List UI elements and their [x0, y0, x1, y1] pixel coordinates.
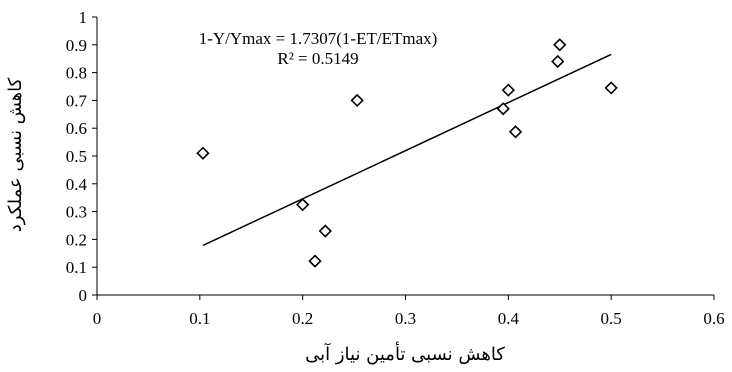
data-point [318, 224, 332, 238]
x-tick-label: 0.1 [189, 309, 210, 328]
x-axis-label: کاهش نسبی تأمین نیاز آبی [305, 341, 505, 365]
data-point [551, 54, 565, 69]
data-points [196, 38, 618, 268]
y-tick-label: 0.8 [66, 64, 87, 83]
y-tick-label: 1 [79, 8, 88, 27]
data-point [496, 102, 510, 116]
y-tick-label: 0.7 [66, 91, 88, 110]
data-point [508, 125, 523, 139]
trendline [202, 53, 612, 247]
x-tick-label: 0.3 [395, 309, 416, 328]
data-point [553, 38, 567, 52]
data-point [350, 93, 364, 108]
x-tick-label: 0 [93, 309, 102, 328]
y-axis-label: کاهش نسبی عملکرد [5, 77, 26, 232]
y-tick-label: 0.1 [66, 258, 87, 277]
plot-area: 0 0.1 0.2 0.3 0.4 0.5 0.6 00.10.20.30.40.50.60… [66, 8, 725, 328]
x-tick-label: 0.4 [498, 309, 520, 328]
y-tick-label: 0.3 [66, 203, 87, 222]
y-tick-label: 0.9 [66, 36, 87, 55]
data-point [604, 81, 618, 95]
y-axis-ticks: 0 0.1 0.2 0.3 0.4 0.5 0.6 0.7 0.8 0.9 1 [66, 8, 97, 305]
r-squared-annotation: R² = 0.5149 [277, 49, 358, 68]
y-tick-label: 0.2 [66, 230, 87, 249]
y-tick-label: 0.6 [66, 119, 87, 138]
y-tick-label: 0 [79, 286, 88, 305]
x-axis-ticks: 0 0.1 0.2 0.3 0.4 0.5 0.6 [93, 295, 725, 328]
data-point [296, 198, 310, 212]
y-tick-label: 0.5 [66, 147, 87, 166]
data-point [196, 146, 210, 160]
x-tick-label: 0.5 [601, 309, 622, 328]
equation-annotation: 1-Y/Ymax = 1.7307(1-ET/ETmax) [199, 29, 438, 48]
x-tick-label: 0.6 [703, 309, 724, 328]
x-tick-label: 0.2 [292, 309, 313, 328]
data-point [308, 254, 322, 268]
data-point [501, 83, 515, 97]
y-tick-label: 0.4 [66, 175, 88, 194]
